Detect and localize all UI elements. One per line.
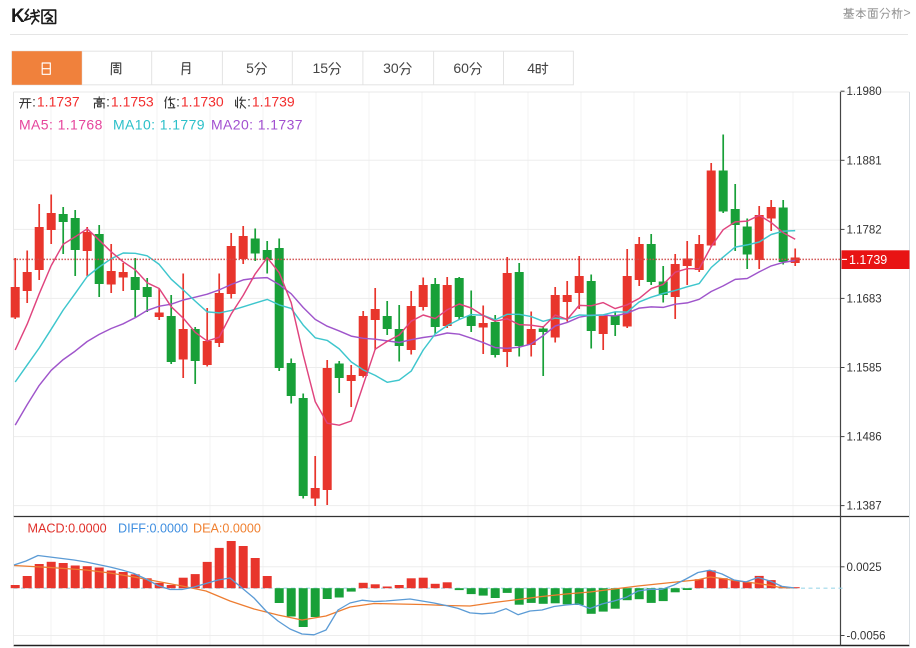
svg-text::: : [106,95,110,110]
svg-text:1.1585: 1.1585 [847,363,882,375]
svg-text:1.1881: 1.1881 [847,155,882,167]
svg-text:1.1753: 1.1753 [111,94,154,110]
svg-text:DIFF:0.0000: DIFF:0.0000 [118,522,188,536]
svg-text:MACD:0.0000: MACD:0.0000 [28,522,107,536]
svg-text:1.1387: 1.1387 [847,501,882,513]
svg-text:15: 15 [313,60,329,76]
svg-text::: : [176,95,180,110]
svg-text:1.1683: 1.1683 [847,293,882,305]
svg-text::: : [247,95,251,110]
svg-text:1.1739: 1.1739 [252,94,295,110]
svg-text:DEA:0.0000: DEA:0.0000 [193,522,261,536]
svg-text:1.1980: 1.1980 [847,86,882,98]
svg-text:MA10: 1.1779: MA10: 1.1779 [113,117,205,133]
svg-text:0.0025: 0.0025 [847,562,882,574]
svg-text:5: 5 [246,60,254,76]
svg-text:1.1739: 1.1739 [849,253,887,267]
svg-text:1.1730: 1.1730 [181,94,224,110]
svg-text:MA20: 1.1737: MA20: 1.1737 [211,117,303,133]
svg-text:1.1737: 1.1737 [37,94,80,110]
svg-text:30: 30 [383,60,399,76]
svg-text:60: 60 [453,60,469,76]
svg-text:1.1782: 1.1782 [847,224,882,236]
svg-text:1.1486: 1.1486 [847,432,882,444]
svg-text:K: K [11,6,25,27]
svg-text:MA5: 1.1768: MA5: 1.1768 [19,117,103,133]
svg-text::: : [32,95,36,110]
svg-text:-0.0056: -0.0056 [847,631,886,643]
svg-text:>: > [903,6,910,20]
svg-text:4: 4 [527,60,535,76]
